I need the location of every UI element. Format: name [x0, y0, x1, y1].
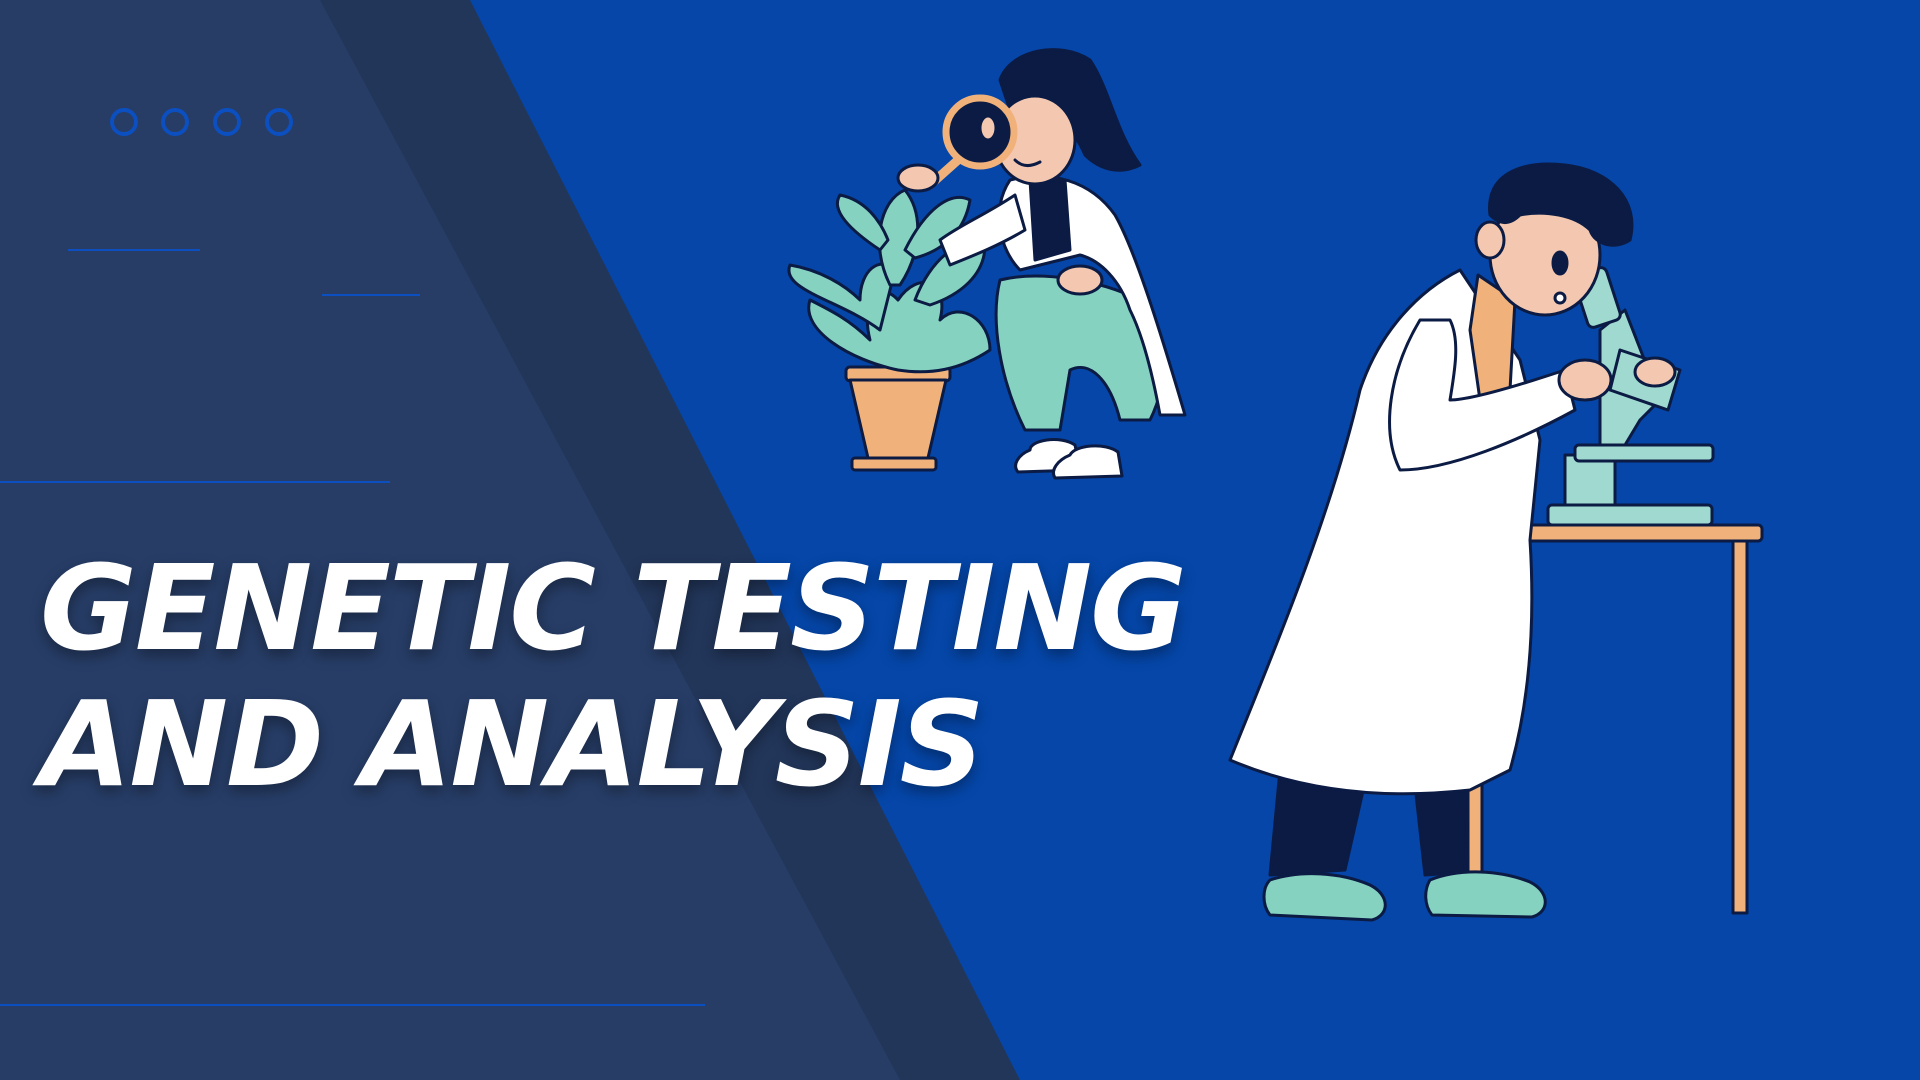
title-line-1: GENETIC TESTING [40, 539, 1187, 677]
table-leg-right-icon [1731, 539, 1749, 915]
magnifier-ring-icon [942, 94, 1018, 170]
holding-hand-icon [896, 163, 940, 193]
eye-icon [1551, 250, 1569, 276]
light-panel [0, 0, 900, 1080]
dot-4 [265, 108, 293, 136]
hand-icon [1056, 264, 1104, 296]
arm-icon [1388, 318, 1577, 472]
plant-icon [787, 188, 992, 374]
shoe-right-icon [1052, 444, 1124, 480]
hand-icon [1557, 358, 1613, 402]
dots-icon [110, 108, 293, 136]
dot-2 [161, 108, 189, 136]
pot-base-icon [850, 456, 938, 472]
page-title: GENETIC TESTING AND ANALYSIS [40, 539, 1187, 813]
mouth-icon [1553, 291, 1567, 305]
eye-icon [978, 114, 998, 142]
shoe-right-icon [1424, 870, 1547, 919]
smile-icon [1013, 158, 1042, 167]
hand-right-icon [1633, 356, 1677, 388]
dot-1 [110, 108, 138, 136]
hair-icon [1488, 162, 1634, 247]
arm-icon [938, 193, 1027, 267]
ear-icon [1474, 220, 1506, 260]
dot-3 [213, 108, 241, 136]
shoe-left-icon [1262, 872, 1387, 922]
title-line-2: AND ANALYSIS [40, 675, 985, 813]
